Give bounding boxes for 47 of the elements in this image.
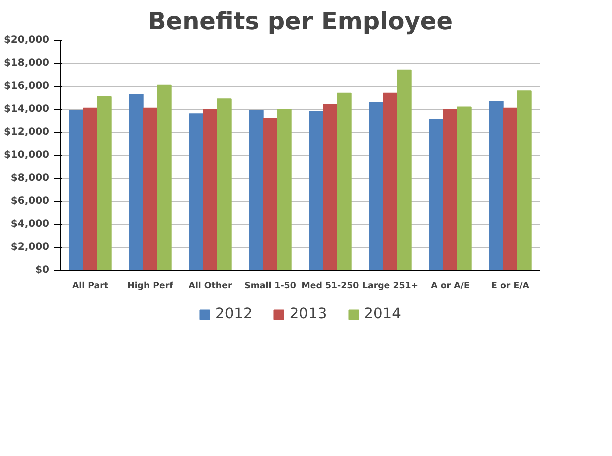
y-tick-label: $18,000 bbox=[4, 58, 50, 69]
bar bbox=[263, 118, 278, 270]
bar bbox=[369, 102, 384, 270]
y-tick-label: $0 bbox=[36, 265, 50, 276]
y-tick-label: $16,000 bbox=[4, 81, 50, 92]
bar bbox=[443, 109, 458, 270]
bar bbox=[203, 109, 218, 270]
x-tick-label: All Other bbox=[188, 282, 233, 292]
bar bbox=[143, 108, 158, 270]
y-tick-label: $4,000 bbox=[10, 219, 50, 230]
bar bbox=[97, 96, 112, 270]
legend-label: 2013 bbox=[290, 306, 328, 322]
bar bbox=[129, 94, 144, 270]
bar bbox=[397, 70, 412, 270]
bar bbox=[457, 106, 472, 270]
x-tick-label: Small 1-50 bbox=[244, 282, 296, 292]
y-tick-label: $12,000 bbox=[4, 127, 50, 138]
bar bbox=[217, 98, 232, 270]
x-tick-label: A or A/E bbox=[431, 282, 470, 292]
bar bbox=[383, 92, 398, 270]
bar bbox=[249, 110, 264, 270]
bar bbox=[69, 110, 84, 270]
bar bbox=[517, 90, 532, 270]
chart-title: Benefits per Employee bbox=[148, 8, 453, 36]
x-tick-label: E or E/A bbox=[492, 282, 530, 292]
bar bbox=[489, 100, 504, 270]
y-tick-label: $2,000 bbox=[10, 242, 50, 253]
x-tick-label: High Perf bbox=[128, 282, 174, 292]
bar bbox=[309, 111, 324, 270]
bar bbox=[337, 92, 352, 270]
bar bbox=[503, 108, 518, 270]
x-tick-label: All Part bbox=[72, 282, 109, 292]
bar bbox=[429, 119, 444, 270]
x-tick-label: Med 51-250 bbox=[302, 282, 360, 292]
bar bbox=[83, 108, 98, 270]
y-tick-label: $14,000 bbox=[4, 104, 50, 115]
legend-label: 2014 bbox=[364, 306, 402, 322]
bar bbox=[189, 114, 204, 270]
x-tick-label: Large 251+ bbox=[362, 282, 419, 292]
bar bbox=[277, 109, 292, 270]
bar bbox=[323, 104, 338, 270]
y-tick-label: $20,000 bbox=[4, 35, 50, 46]
y-tick-label: $8,000 bbox=[10, 173, 50, 184]
y-tick-label: $6,000 bbox=[10, 196, 50, 207]
legend-label: 2012 bbox=[216, 306, 253, 322]
bar bbox=[157, 84, 172, 270]
y-tick-label: $10,000 bbox=[4, 150, 50, 161]
